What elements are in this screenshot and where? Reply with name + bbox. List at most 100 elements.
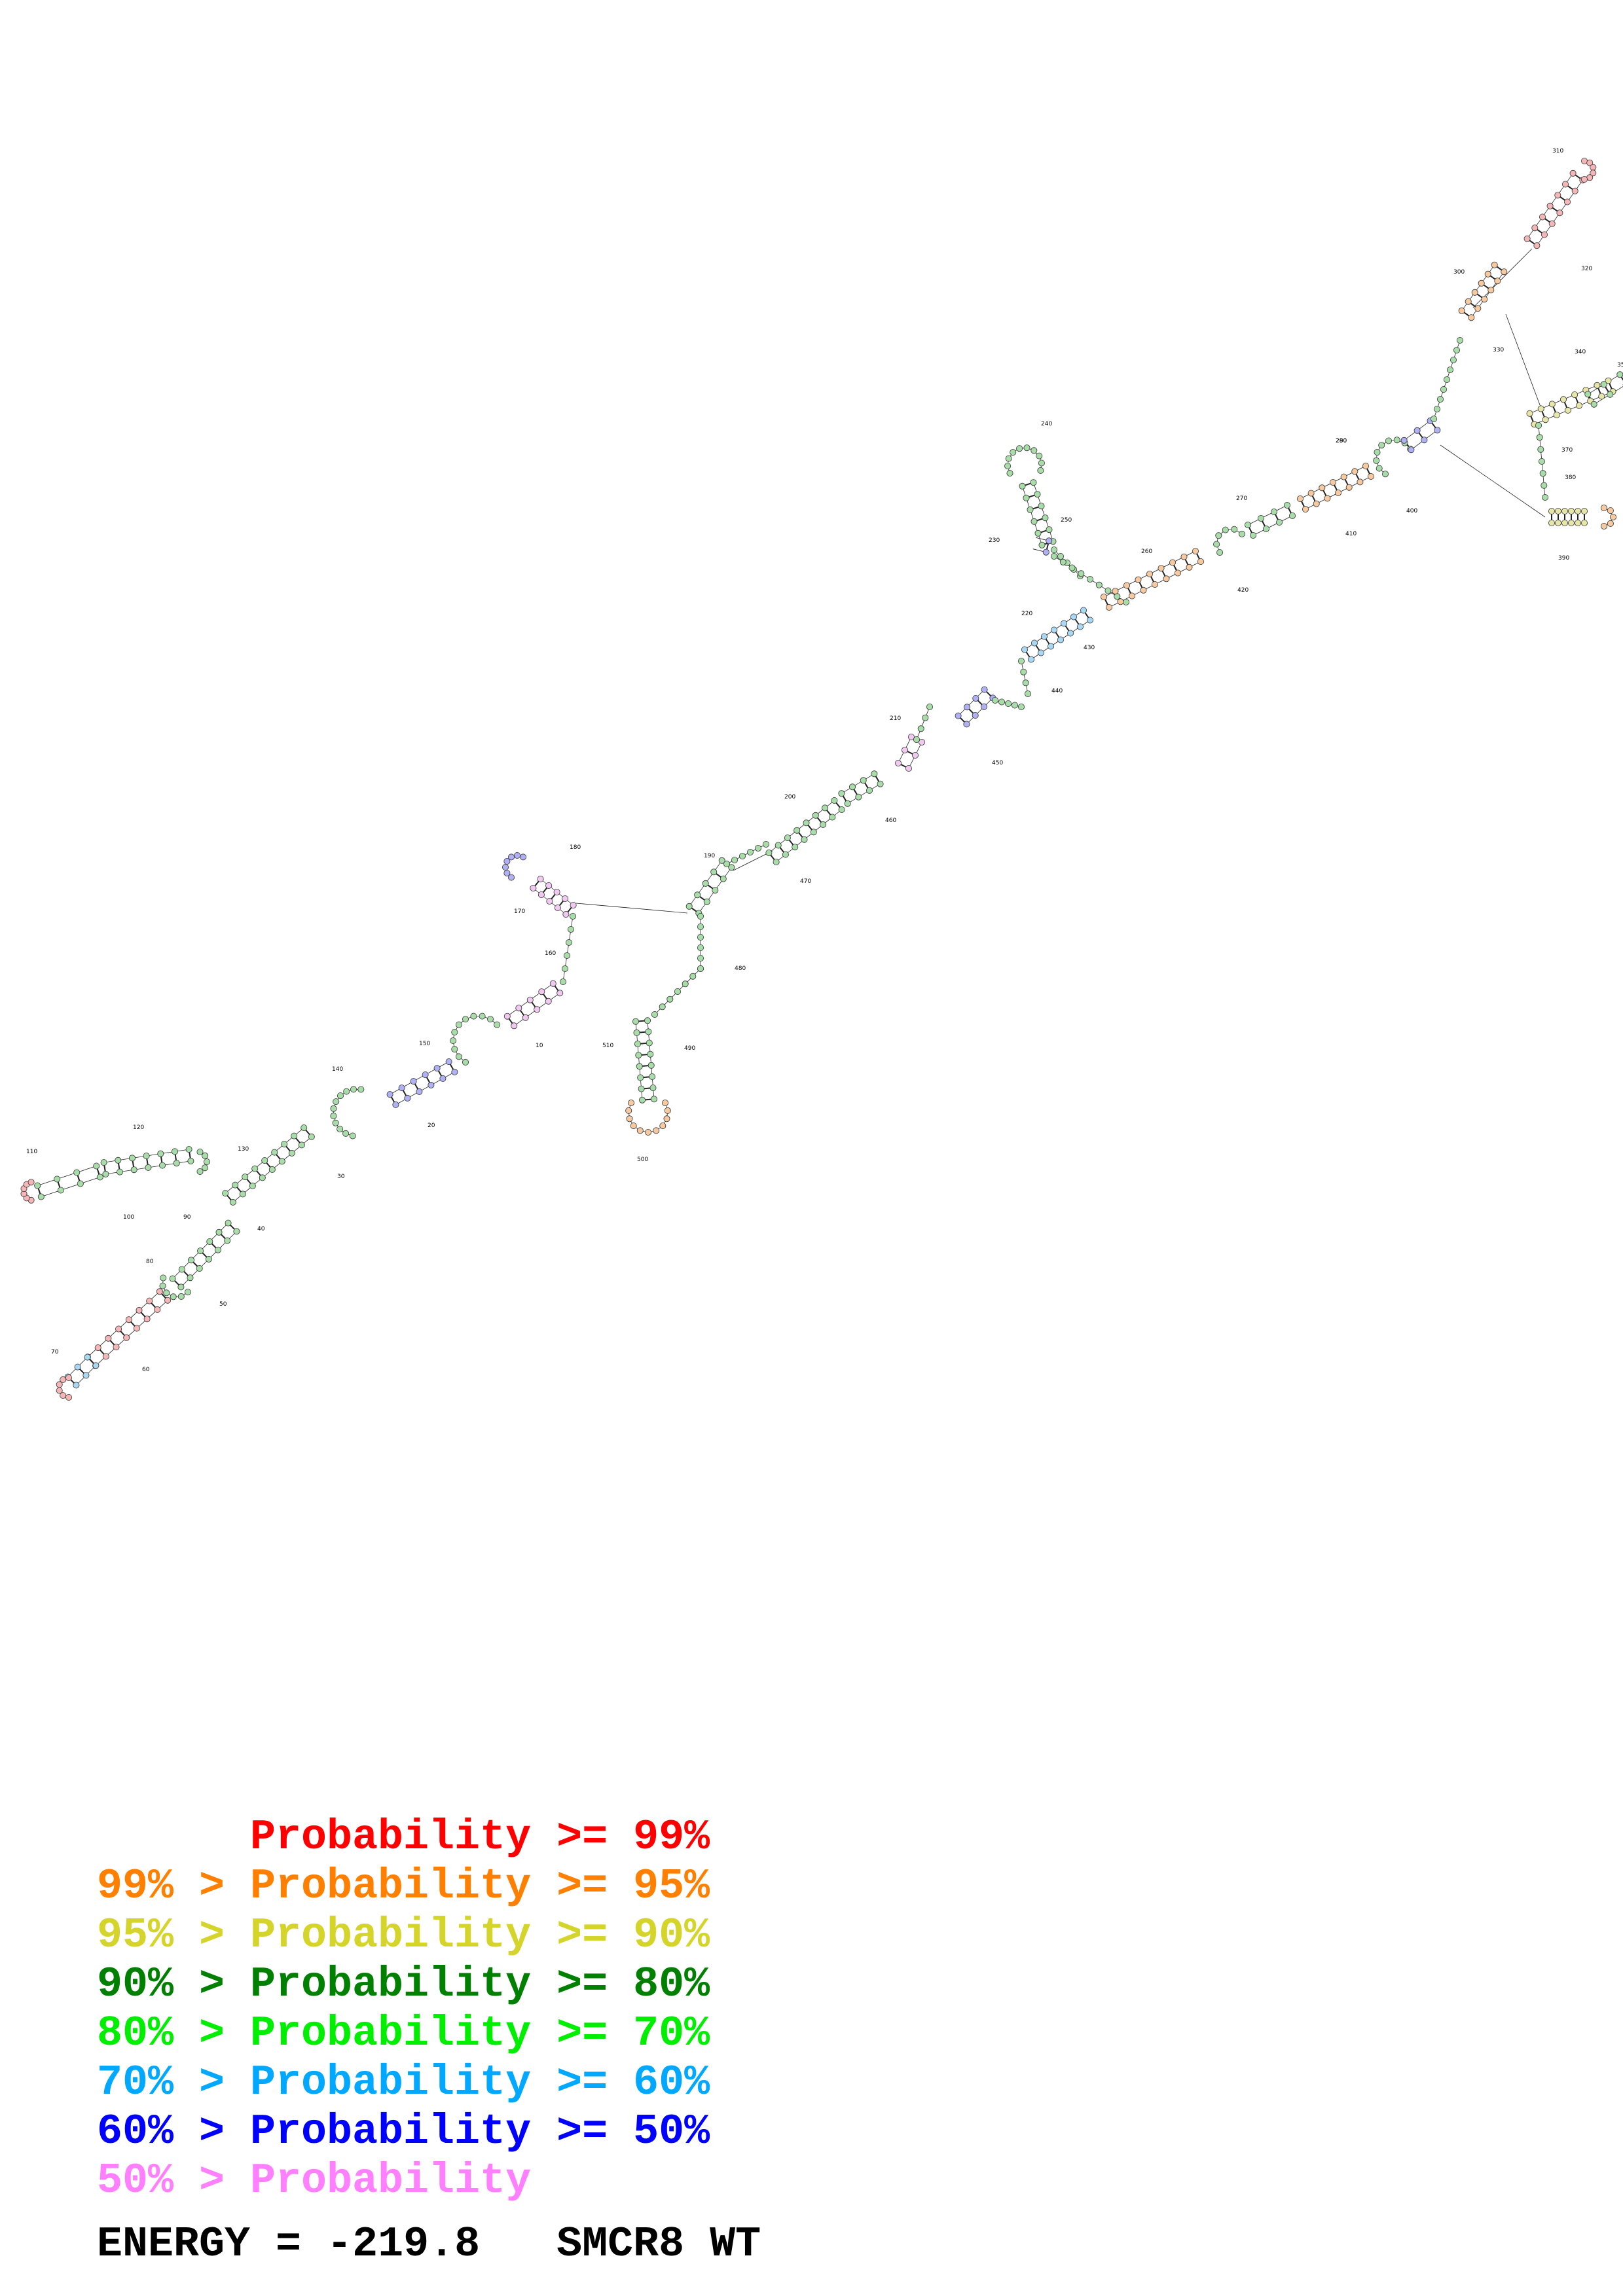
- position-label: 260: [1141, 548, 1152, 555]
- nucleotide: [554, 905, 561, 912]
- nucleotide: [1590, 401, 1597, 408]
- nucleotide: [1192, 548, 1199, 555]
- nucleotide: [508, 853, 515, 861]
- position-label: 470: [800, 878, 811, 885]
- nucleotide: [562, 911, 570, 918]
- nucleotide: [160, 1274, 167, 1282]
- nucleotide: [1491, 261, 1498, 268]
- backbone-layer: [24, 160, 1623, 1398]
- nucleotide: [1297, 495, 1304, 503]
- position-label: 70: [51, 1349, 59, 1355]
- nucleotide: [1031, 639, 1038, 647]
- nucleotide: [1067, 630, 1074, 637]
- nucleotide: [1216, 549, 1224, 556]
- nucleotide: [773, 859, 780, 866]
- nucleotide: [1559, 396, 1567, 403]
- nucleotide: [1362, 463, 1369, 470]
- nucleotide: [1250, 532, 1257, 539]
- legend-row: 90% > Probability >= 80%: [97, 1960, 710, 2009]
- nucleotide: [1465, 298, 1472, 305]
- nucleotide: [1590, 170, 1597, 177]
- nucleotide: [1471, 289, 1478, 296]
- nucleotide: [647, 1062, 655, 1069]
- nucleotide: [1539, 470, 1546, 477]
- position-label: 160: [545, 950, 556, 957]
- nucleotide: [1571, 187, 1578, 194]
- nucleotide: [710, 869, 718, 876]
- nucleotide: [143, 1316, 151, 1323]
- nucleotide: [1186, 564, 1193, 571]
- nucleotide: [1468, 314, 1475, 321]
- nucleotide: [647, 1050, 654, 1058]
- nucleotide: [494, 1021, 501, 1028]
- nucleotide: [703, 898, 710, 905]
- nucleotide: [895, 760, 902, 767]
- position-label: 140: [332, 1066, 343, 1073]
- nucleotide: [1048, 643, 1055, 650]
- position-label-layer: 10 20 30 40 50 60 70 80 90 100 110 120 130 140 150 160 1…: [26, 148, 1623, 1373]
- position-label: 490: [684, 1045, 695, 1052]
- nucleotide: [568, 926, 575, 933]
- nucleotide: [685, 903, 693, 910]
- nucleotide: [278, 1158, 285, 1165]
- nucleotide: [1554, 520, 1561, 527]
- nucleotide: [659, 1122, 666, 1130]
- nucleotide: [229, 1198, 236, 1206]
- nucleotide: [1258, 515, 1265, 522]
- position-label: 250: [1061, 517, 1072, 524]
- nucleotide: [1607, 391, 1614, 398]
- nucleotide: [404, 1094, 411, 1102]
- nucleotide: [56, 1387, 63, 1394]
- nucleotide: [646, 1039, 653, 1047]
- legend-prefix: 50% >: [97, 2157, 251, 2205]
- position-label: 380: [1565, 475, 1576, 481]
- nucleotide: [1070, 613, 1078, 620]
- nucleotide: [1548, 520, 1555, 527]
- nucleotide: [1051, 553, 1058, 560]
- nucleotide: [1059, 558, 1067, 565]
- nucleotide: [249, 1182, 256, 1189]
- nucleotide: [125, 1316, 132, 1323]
- nucleotide: [60, 1376, 67, 1383]
- nucleotide: [812, 812, 819, 819]
- nucleotide: [1041, 633, 1048, 640]
- position-label: 220: [1021, 611, 1032, 617]
- nucleotide: [343, 1088, 350, 1095]
- nucleotide: [1607, 520, 1614, 527]
- nucleotide: [634, 1041, 641, 1048]
- position-label: 450: [992, 760, 1003, 766]
- nucleotide: [1245, 522, 1252, 529]
- nucleotide: [1135, 576, 1142, 583]
- nucleotide: [963, 721, 970, 728]
- nucleotide: [291, 1132, 298, 1139]
- legend-prefix: 95% >: [97, 1911, 251, 1960]
- strand: [37, 1166, 97, 1186]
- nucleotide: [1586, 174, 1594, 181]
- nucleotide: [659, 1003, 666, 1011]
- strand: [958, 689, 985, 716]
- nucleotide: [197, 1247, 204, 1255]
- nucleotide: [1051, 626, 1058, 634]
- nucleotide: [1038, 649, 1045, 656]
- nucleotide: [1539, 213, 1546, 221]
- nucleotide: [637, 1074, 644, 1081]
- position-label: 410: [1345, 531, 1357, 537]
- nucleotide: [1005, 700, 1012, 708]
- nucleotide: [636, 1063, 643, 1070]
- nucleotide: [728, 864, 735, 871]
- nucleotide: [100, 1159, 107, 1166]
- nucleotide: [1563, 198, 1571, 206]
- nucleotide: [662, 1100, 669, 1107]
- nucleotide: [1430, 416, 1437, 423]
- nucleotide: [1526, 410, 1533, 417]
- nucleotide: [1146, 571, 1154, 578]
- nucleotide: [1567, 508, 1575, 515]
- nucleotide: [792, 844, 799, 851]
- nucleotide: [1598, 393, 1605, 400]
- nucleotide: [1106, 604, 1113, 611]
- nucleotide: [1536, 434, 1543, 441]
- nucleotide: [694, 891, 701, 899]
- nucleotide: [626, 1115, 633, 1122]
- nucleotide: [392, 1101, 399, 1108]
- nucleotide: [697, 944, 704, 952]
